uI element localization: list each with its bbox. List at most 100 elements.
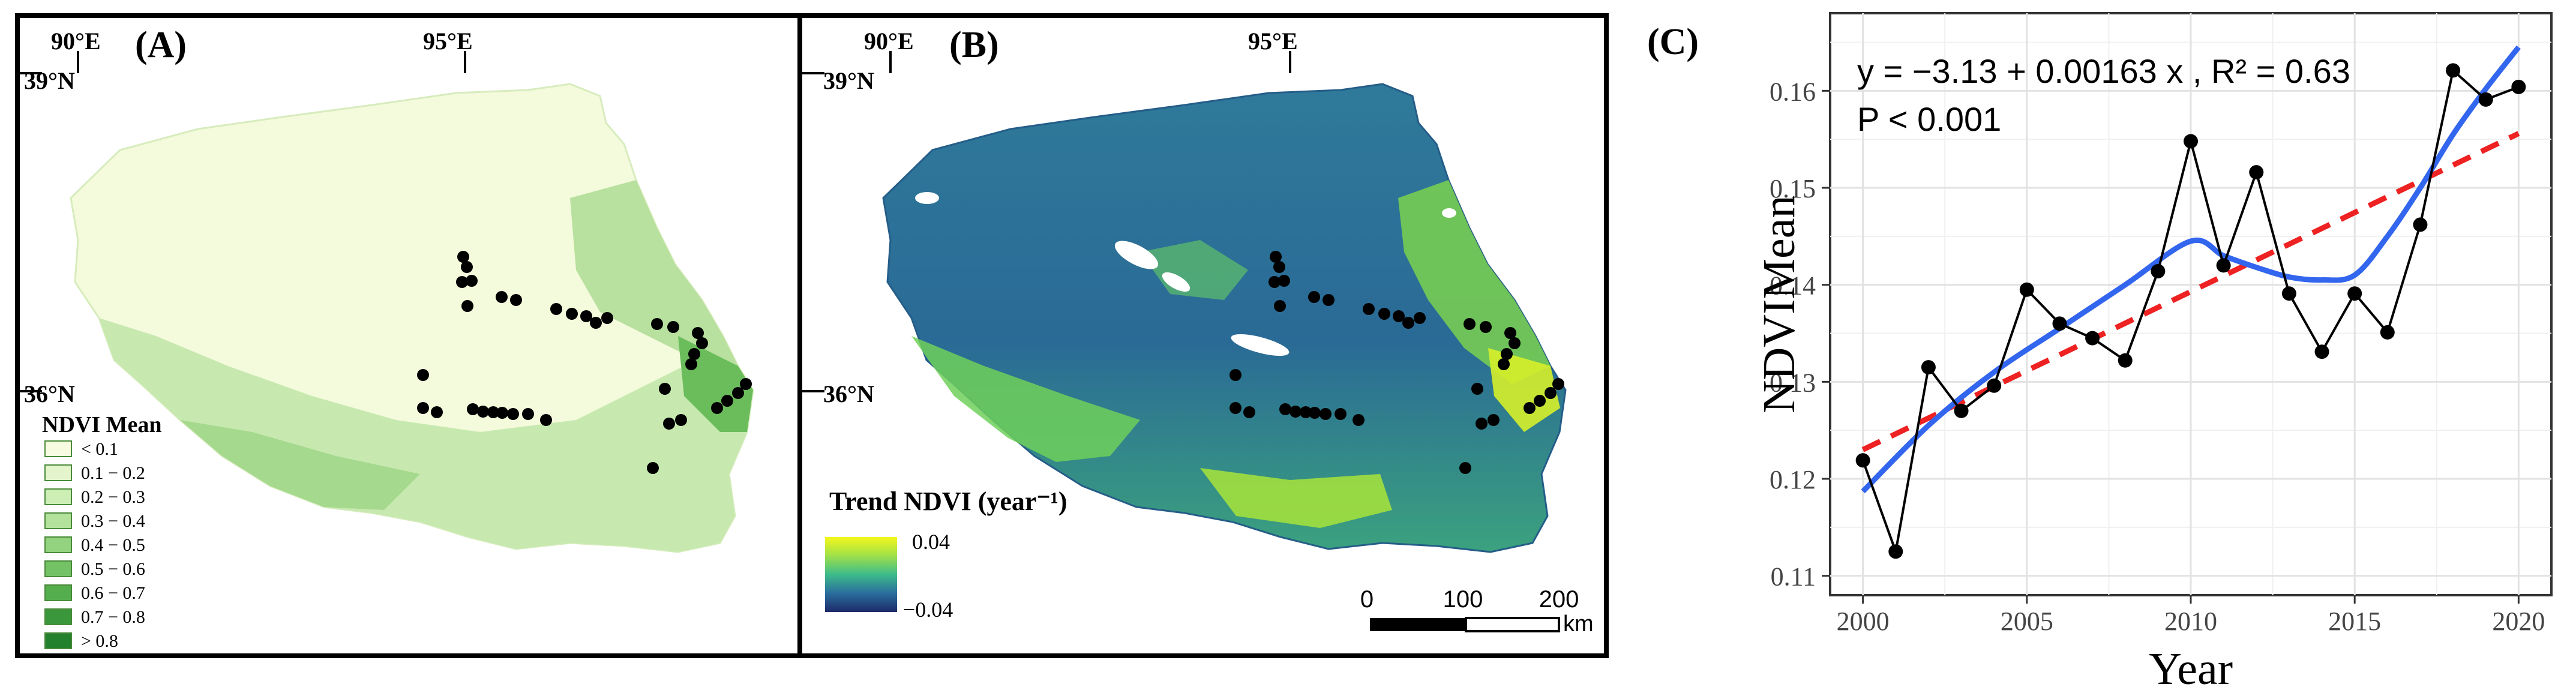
sample-site (566, 308, 578, 320)
sample-site (522, 408, 534, 420)
sample-site (1229, 402, 1241, 414)
data-point (2380, 325, 2395, 340)
sample-site (477, 406, 489, 418)
sample-site (1504, 327, 1516, 339)
y-tick-label: 0.14 (1770, 271, 1816, 301)
sample-site (675, 414, 687, 426)
region-green-south (99, 318, 753, 552)
sample-site (457, 251, 469, 263)
sample-site (721, 395, 733, 407)
legend-a-label: 0.4 − 0.5 (81, 535, 145, 555)
sample-site (1464, 318, 1476, 330)
sample-site (1309, 407, 1321, 419)
sample-site (659, 383, 671, 395)
sample-site (496, 407, 508, 419)
legend-a: < 0.1 0.1 − 0.2 0.2 − 0.3 0.3 − 0.4 0.4 − 0.… (44, 439, 145, 651)
x-tick-label: 2020 (2492, 607, 2545, 636)
sample-site (461, 300, 473, 312)
sample-site (1270, 251, 1282, 263)
y-tick-label: 0.13 (1770, 368, 1816, 397)
sample-site (1414, 312, 1426, 324)
panel-a-label: (A) (135, 25, 187, 65)
sample-site (1402, 317, 1414, 329)
sample-site (663, 418, 675, 430)
data-point (1921, 360, 1936, 375)
sample-site (1471, 383, 1483, 395)
x-tick-label: 2000 (1837, 607, 1890, 636)
lon-label-90e-b: 90°E (864, 28, 914, 55)
legend-b-min: −0.04 (903, 598, 953, 622)
region-green-southeast (678, 336, 753, 432)
regression-equation: y = −3.13 + 0.00163 x , R² = 0.63 (1857, 52, 2350, 90)
sample-site (1278, 275, 1290, 287)
legend-b-colorbar (825, 537, 897, 612)
data-point (1987, 378, 2002, 393)
legend-a-swatch (44, 440, 72, 457)
lat-label-39n-b: 39°N (823, 67, 874, 94)
data-point (2281, 286, 2296, 301)
region-green-southwest (180, 420, 420, 510)
sample-site (1274, 300, 1286, 312)
legend-a-label: 0.5 − 0.6 (81, 559, 145, 579)
y-tick-label: 0.16 (1770, 77, 1816, 106)
sample-site (601, 312, 613, 324)
scalebar-tick-0: 0 (1360, 586, 1374, 613)
data-point (2118, 353, 2133, 368)
scalebar-tick-200: 200 (1539, 586, 1579, 613)
data-point (1855, 453, 1870, 468)
sample-site (1534, 395, 1546, 407)
sample-site (461, 261, 473, 273)
data-point (2085, 331, 2100, 346)
sample-site (1273, 261, 1285, 273)
data-point (2478, 92, 2493, 107)
sample-site (456, 276, 468, 288)
sample-site (692, 327, 704, 339)
data-point (2216, 258, 2231, 273)
sample-site (651, 318, 663, 330)
legend-b-title: Trend NDVI (year⁻¹) (829, 487, 1067, 516)
legend-a-swatch (44, 488, 72, 505)
x-tick-label: 2015 (2328, 607, 2381, 636)
legend-a-swatch (44, 560, 72, 577)
lake-1 (1114, 241, 1159, 269)
sample-site (1290, 406, 1302, 418)
legend-a-swatch (44, 632, 72, 649)
data-point (2019, 282, 2034, 297)
region-trend-green-center (1140, 240, 1248, 300)
sample-site (696, 337, 708, 349)
data-point (1888, 544, 1903, 559)
sample-site (550, 303, 562, 315)
panel-c-label: (C) (1647, 22, 1699, 62)
sample-site (1480, 321, 1492, 333)
legend-a-label: 0.1 − 0.2 (81, 463, 145, 483)
sample-site (467, 403, 479, 415)
panel-b-label: (B) (949, 25, 999, 65)
data-point (2151, 264, 2166, 279)
legend-a-swatch (44, 608, 72, 625)
x-tick-label: 2005 (2001, 607, 2053, 636)
sample-site (431, 406, 443, 418)
smooth-trend-line (1861, 45, 2521, 494)
linear-fit-line (1861, 131, 2520, 452)
sample-site (740, 378, 752, 390)
p-value: P < 0.001 (1857, 100, 2001, 138)
data-point (2314, 344, 2329, 359)
scalebar-white (1465, 617, 1560, 632)
sample-site (1524, 402, 1536, 414)
region-green-east (570, 180, 738, 366)
sample-site (507, 408, 519, 420)
sample-site (417, 402, 429, 414)
sample-site (1501, 348, 1513, 360)
observed-points (1855, 63, 2526, 559)
data-point (2347, 286, 2362, 301)
lon-label-95e-a: 95°E (423, 28, 473, 55)
sample-site (1268, 276, 1280, 288)
sample-site (1229, 369, 1241, 381)
sample-site (1393, 310, 1405, 322)
sample-site (1509, 337, 1521, 349)
sample-site (466, 275, 478, 287)
legend-a-label: 0.6 − 0.7 (81, 583, 145, 603)
lake-5 (1442, 208, 1456, 218)
legend-a-label: < 0.1 (81, 439, 118, 459)
sample-site (1300, 406, 1312, 418)
